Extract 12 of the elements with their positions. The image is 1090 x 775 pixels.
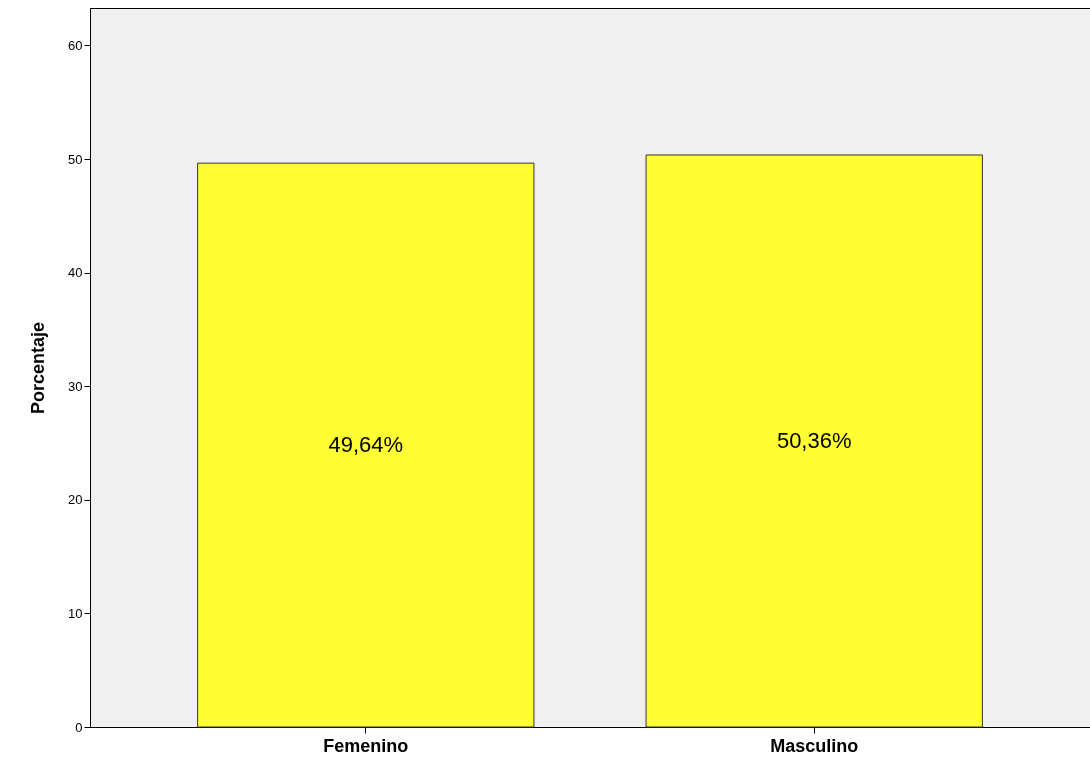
y-axis-title: Porcentaje (28, 321, 49, 415)
x-tick-label: Masculino (770, 735, 859, 756)
y-tick-label: 50 (68, 151, 83, 167)
data-label: 50,36% (776, 427, 852, 453)
y-tick-label: 10 (68, 605, 83, 621)
y-tick-label: 20 (68, 492, 83, 508)
x-tick-label: Femenino (323, 735, 409, 756)
y-tick-label: 0 (75, 719, 83, 735)
data-label: 49,64% (328, 432, 404, 458)
y-tick-label: 40 (68, 265, 83, 281)
y-tick-label: 60 (68, 37, 83, 53)
y-tick-label: 30 (68, 378, 83, 394)
